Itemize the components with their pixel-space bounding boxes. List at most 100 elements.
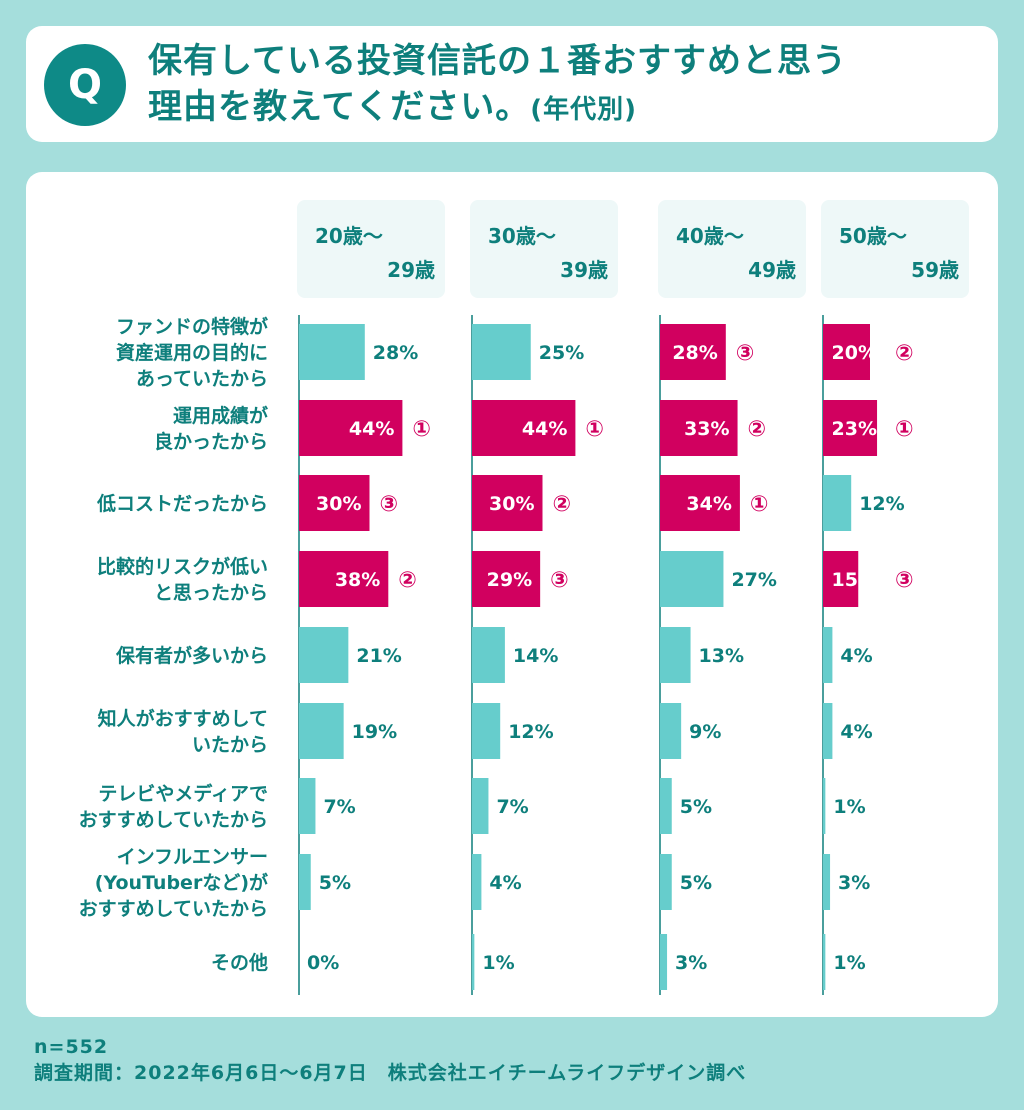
sample-size: n=552 <box>34 1036 109 1058</box>
rank-badge: ③ <box>895 568 914 593</box>
category-label: と思ったから <box>154 582 268 604</box>
bar <box>660 475 740 531</box>
data-label: 3% <box>675 952 707 974</box>
data-label: 44% <box>349 418 394 440</box>
question-card <box>26 26 998 142</box>
question-line-2-wrap: 理由を教えてください。(年代別) <box>148 84 988 133</box>
rank-badge: ③ <box>550 568 569 593</box>
column-header-box <box>297 200 445 298</box>
bar <box>472 475 543 531</box>
data-label: 33% <box>684 418 729 440</box>
bar <box>299 400 403 456</box>
category-label: おすすめしていたから <box>79 809 268 831</box>
column-header-line-1: 40歳～ <box>676 224 744 248</box>
category-label: テレビやメディアで <box>98 782 268 805</box>
bar <box>472 854 482 910</box>
data-label: 4% <box>840 721 872 743</box>
bar <box>660 703 682 759</box>
question-suffix: (年代別) <box>530 95 638 125</box>
bar <box>823 627 833 683</box>
category-label: ファンドの特徴が <box>116 315 268 338</box>
rank-badge: ① <box>895 417 914 442</box>
data-label: 1% <box>482 952 514 974</box>
rank-badge: ② <box>895 341 914 366</box>
bar <box>660 400 738 456</box>
data-label: 38% <box>335 569 380 591</box>
data-label: 21% <box>356 645 401 667</box>
data-label: 1% <box>833 952 865 974</box>
category-label: 資産運用の目的に <box>116 341 268 364</box>
column-header-line-1: 30歳～ <box>488 224 556 248</box>
data-label: 12% <box>859 493 904 515</box>
category-label: 良かったから <box>154 430 268 453</box>
category-label: 比較的リスクが低い <box>97 555 268 578</box>
data-label: 14% <box>513 645 558 667</box>
data-label: 44% <box>522 418 567 440</box>
bar <box>472 551 541 607</box>
column-header-line-1: 20歳～ <box>315 224 383 248</box>
data-label: 15% <box>832 569 877 591</box>
bar <box>660 324 726 380</box>
data-label: 28% <box>672 342 717 364</box>
bar <box>823 400 878 456</box>
data-label: 0% <box>307 952 339 974</box>
bar <box>823 934 826 990</box>
data-label: 30% <box>489 493 534 515</box>
column-header-line-2: 49歳 <box>748 258 796 282</box>
bar <box>299 703 344 759</box>
bar <box>299 778 316 834</box>
category-label: 保有者が多いから <box>115 644 268 667</box>
category-label: 低コストだったから <box>96 492 268 515</box>
data-label: 5% <box>680 796 712 818</box>
rank-badge: ② <box>398 568 417 593</box>
data-label: 9% <box>689 721 721 743</box>
category-label: 運用成績が <box>173 404 268 427</box>
column-header-box <box>821 200 969 298</box>
bar <box>472 934 475 990</box>
bar <box>660 854 672 910</box>
category-label: いたから <box>192 734 268 756</box>
rank-badge: ③ <box>736 341 755 366</box>
bar <box>660 551 724 607</box>
column-header-line-2: 59歳 <box>911 258 959 282</box>
column-header-line-2: 39歳 <box>560 258 608 282</box>
rank-badge: ② <box>748 417 767 442</box>
question-line-2: 理由を教えてください。 <box>148 87 531 127</box>
bar <box>472 627 505 683</box>
rank-badge: ② <box>553 492 572 517</box>
data-label: 13% <box>699 645 744 667</box>
category-label: おすすめしていたから <box>79 898 268 920</box>
question-title: 保有している投資信託の１番おすすめと思う 理由を教えてください。(年代別) <box>148 38 988 133</box>
bar <box>299 475 370 531</box>
category-label: インフルエンサー <box>117 846 268 868</box>
bar <box>299 551 389 607</box>
data-label: 23% <box>832 418 877 440</box>
category-label: (YouTuberなど)が <box>95 871 268 894</box>
data-label: 34% <box>686 493 731 515</box>
rank-badge: ① <box>585 417 604 442</box>
data-label: 30% <box>316 493 361 515</box>
bar <box>823 475 852 531</box>
bar <box>823 854 831 910</box>
data-label: 27% <box>731 569 776 591</box>
bar <box>823 551 859 607</box>
q-badge: Q <box>44 44 126 126</box>
data-label: 20% <box>832 342 877 364</box>
data-label: 7% <box>323 796 355 818</box>
data-label: 28% <box>373 342 418 364</box>
bar <box>823 778 826 834</box>
data-label: 5% <box>319 872 351 894</box>
data-label: 1% <box>833 796 865 818</box>
category-label: 知人がおすすめして <box>98 707 268 730</box>
data-label: 4% <box>489 872 521 894</box>
data-label: 29% <box>487 569 532 591</box>
data-label: 5% <box>680 872 712 894</box>
category-label: その他 <box>211 951 268 974</box>
column-header-box <box>470 200 618 298</box>
rank-badge: ① <box>750 492 769 517</box>
bar <box>472 778 489 834</box>
bar <box>823 324 870 380</box>
data-label: 7% <box>496 796 528 818</box>
bar <box>299 854 311 910</box>
